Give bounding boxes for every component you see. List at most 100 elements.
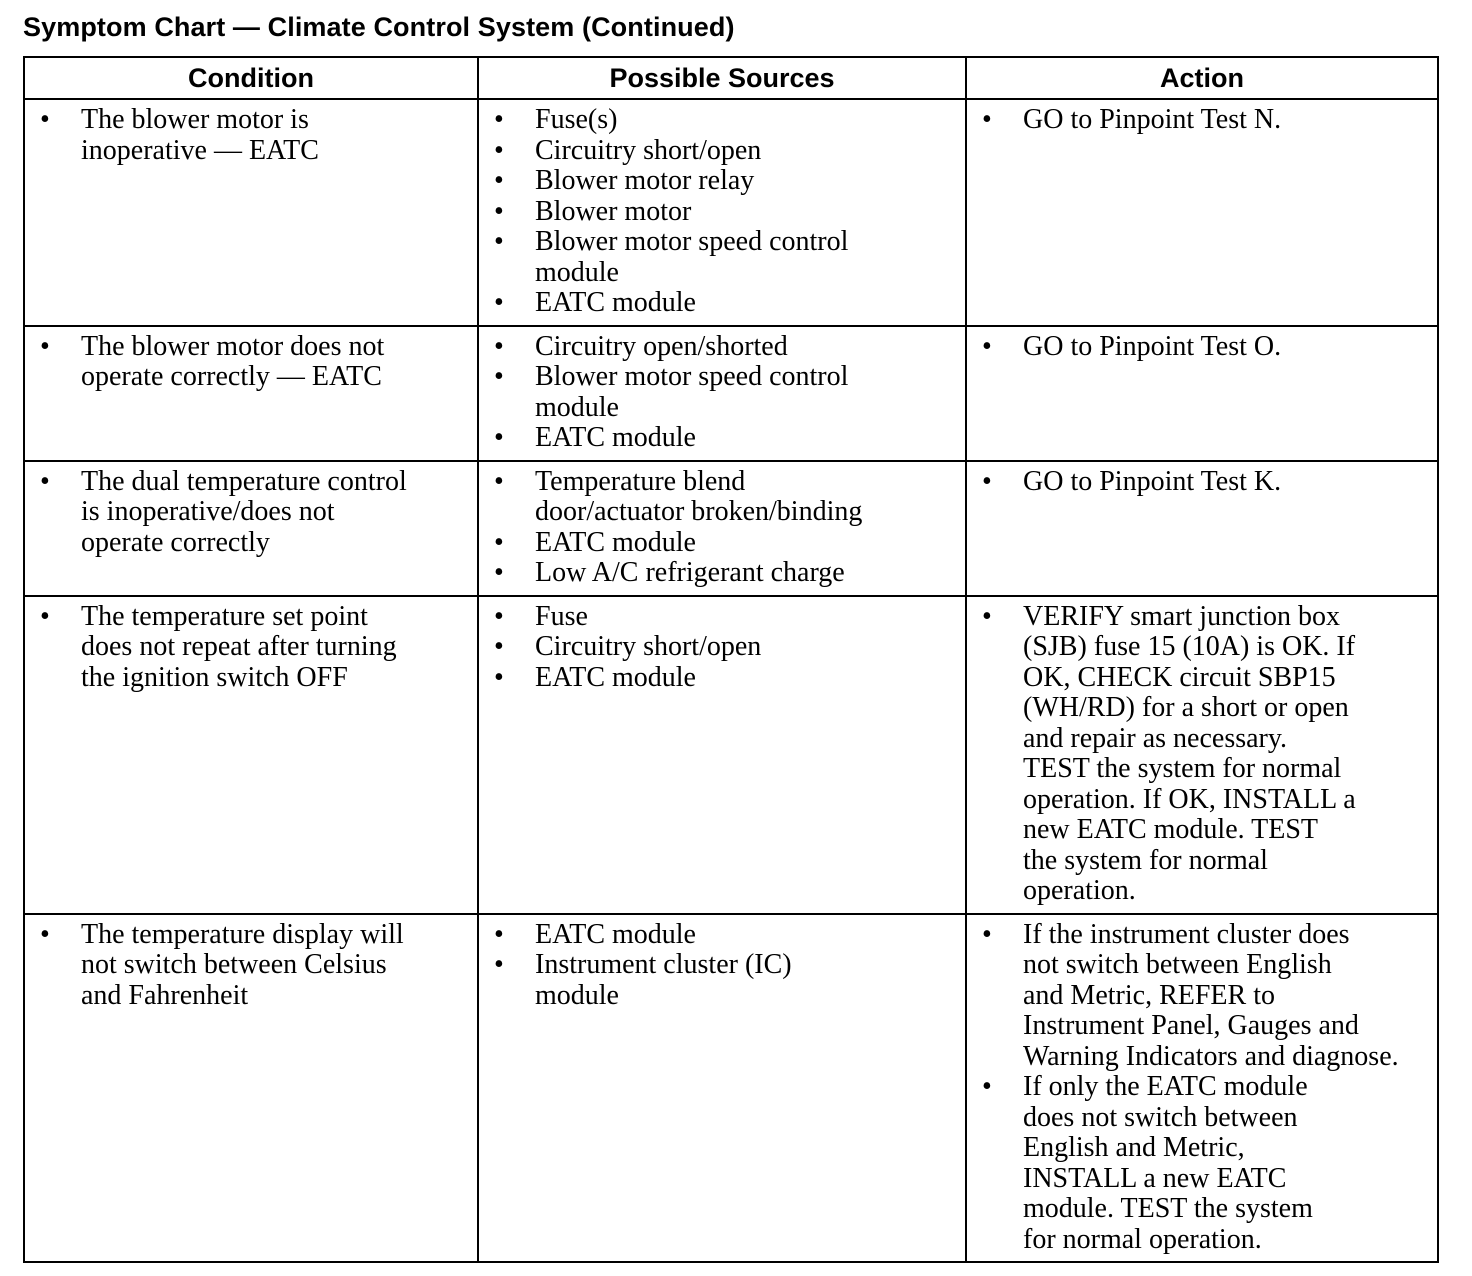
list-item: • GO to Pinpoint Test O.: [967, 330, 1437, 363]
action-text: GO to Pinpoint Test K.: [1023, 465, 1282, 497]
sources-text: EATC module: [535, 661, 696, 693]
action-cell: • GO to Pinpoint Test O.: [965, 324, 1439, 462]
sources-text: Blower motor: [535, 195, 692, 227]
list-item: • The blower motor does not operate corr…: [25, 330, 477, 393]
action-list: • GO to Pinpoint Test K.: [967, 465, 1437, 498]
bullet-icon: •: [982, 330, 992, 362]
bullet-icon: •: [494, 330, 504, 362]
list-item: • Blower motor relay: [479, 165, 965, 197]
list-item: • Blower motor speed control module: [479, 361, 965, 423]
sources-list: • Circuitry open/shorted • Blower motor spe…: [479, 330, 965, 454]
bullet-icon: •: [494, 526, 504, 558]
table-row: • The blower motor is inoperative — EATC •…: [23, 98, 1439, 327]
bullet-icon: •: [40, 330, 50, 362]
table-row: • The temperature display will not switch…: [23, 912, 1439, 1263]
header-action: Action: [965, 56, 1439, 100]
sources-text: Circuitry short/open: [535, 134, 762, 166]
list-item: • GO to Pinpoint Test N.: [967, 104, 1437, 136]
bullet-icon: •: [982, 918, 992, 950]
action-list: • VERIFY smart junction box (SJB) fuse 15…: [967, 600, 1437, 907]
sources-text: EATC module: [535, 918, 696, 950]
list-item: • Temperature blend door/actuator broken/…: [479, 465, 965, 528]
list-item: • Blower motor: [479, 195, 965, 228]
condition-list: • The dual temperature control is inopera…: [25, 465, 477, 559]
header-possible-sources: Possible Sources: [477, 56, 967, 100]
list-item: • Fuse: [479, 600, 965, 633]
condition-list: • The temperature set point does not repe…: [25, 600, 477, 694]
list-item: • EATC module: [479, 287, 965, 319]
sources-cell: • Circuitry open/shorted • Blower motor spe…: [477, 324, 967, 462]
bullet-icon: •: [494, 661, 504, 693]
list-item: • The dual temperature control is inopera…: [25, 465, 477, 559]
condition-cell: • The dual temperature control is inopera…: [23, 459, 479, 597]
bullet-icon: •: [494, 134, 504, 166]
bullet-icon: •: [494, 631, 504, 662]
list-item: • GO to Pinpoint Test K.: [967, 465, 1437, 498]
action-cell: • GO to Pinpoint Test K.: [965, 459, 1439, 597]
bullet-icon: •: [494, 287, 504, 318]
sources-cell: • Fuse • Circuitry short/open • EATC module: [477, 594, 967, 915]
bullet-icon: •: [494, 600, 504, 632]
list-item: • Circuitry short/open: [479, 134, 965, 167]
bullet-icon: •: [494, 918, 504, 950]
sources-text: Blower motor speed control module: [535, 226, 849, 288]
sources-text: EATC module: [535, 526, 696, 558]
bullet-icon: •: [40, 600, 50, 632]
list-item: • Circuitry open/shorted: [479, 330, 965, 363]
list-item: • The temperature display will not switch…: [25, 918, 477, 1012]
sources-list: • Temperature blend door/actuator broken/…: [479, 465, 965, 589]
bullet-icon: •: [40, 465, 50, 497]
bullet-icon: •: [494, 422, 504, 453]
list-item: • Fuse(s): [479, 104, 965, 136]
bullet-icon: •: [494, 104, 504, 135]
condition-text: The blower motor is inoperative — EATC: [81, 104, 319, 166]
bullet-icon: •: [982, 1071, 992, 1102]
action-cell: • VERIFY smart junction box (SJB) fuse 15…: [965, 594, 1439, 915]
action-text: VERIFY smart junction box (SJB) fuse 15 …: [1023, 600, 1356, 906]
bullet-icon: •: [494, 361, 504, 392]
bullet-icon: •: [494, 949, 504, 980]
sources-text: EATC module: [535, 422, 696, 453]
header-condition: Condition: [23, 56, 479, 100]
bullet-icon: •: [982, 465, 992, 497]
list-item: • If the instrument cluster does not swit…: [967, 918, 1437, 1073]
sources-text: Fuse(s): [535, 104, 618, 135]
sources-text: EATC module: [535, 287, 696, 318]
action-list: • GO to Pinpoint Test O.: [967, 330, 1437, 363]
sources-text: Circuitry short/open: [535, 631, 762, 662]
bullet-icon: •: [494, 195, 504, 227]
sources-text: Low A/C refrigerant charge: [535, 557, 845, 588]
bullet-icon: •: [982, 104, 992, 135]
condition-cell: • The blower motor does not operate corr…: [23, 324, 479, 462]
list-item: • EATC module: [479, 422, 965, 454]
condition-list: • The blower motor is inoperative — EATC: [25, 104, 477, 166]
sources-list: • Fuse(s) • Circuitry short/open • Blower mot…: [479, 104, 965, 319]
bullet-icon: •: [40, 104, 50, 135]
header-row: Condition Possible Sources Action: [23, 56, 1439, 100]
action-list: • GO to Pinpoint Test N.: [967, 104, 1437, 136]
sources-text: Blower motor relay: [535, 165, 755, 196]
list-item: • Low A/C refrigerant charge: [479, 557, 965, 589]
sources-text: Blower motor speed control module: [535, 361, 849, 423]
symptom-chart-table: Condition Possible Sources Action • The b…: [23, 56, 1439, 1263]
bullet-icon: •: [40, 918, 50, 950]
list-item: • Instrument cluster (IC) module: [479, 949, 965, 1011]
action-text: GO to Pinpoint Test N.: [1023, 104, 1282, 135]
sources-text: Temperature blend door/actuator broken/b…: [535, 465, 863, 527]
list-item: • VERIFY smart junction box (SJB) fuse 15…: [967, 600, 1437, 907]
sources-list: • EATC module • Instrument cluster (IC) mod…: [479, 918, 965, 1012]
action-cell: • If the instrument cluster does not swit…: [965, 912, 1439, 1263]
list-item: • Circuitry short/open: [479, 631, 965, 663]
sources-text: Fuse: [535, 600, 588, 632]
list-item: • Blower motor speed control module: [479, 226, 965, 288]
condition-text: The blower motor does not operate correc…: [81, 330, 385, 392]
sources-cell: • Temperature blend door/actuator broken/…: [477, 459, 967, 597]
condition-list: • The blower motor does not operate corr…: [25, 330, 477, 393]
table-row: • The dual temperature control is inopera…: [23, 459, 1439, 597]
condition-text: The dual temperature control is inoperat…: [81, 465, 407, 558]
list-item: • If only the EATC module does not switch…: [967, 1071, 1437, 1255]
condition-list: • The temperature display will not switch…: [25, 918, 477, 1012]
bullet-icon: •: [494, 165, 504, 196]
condition-cell: • The temperature display will not switch…: [23, 912, 479, 1263]
condition-text: The temperature display will not switch …: [81, 918, 404, 1011]
